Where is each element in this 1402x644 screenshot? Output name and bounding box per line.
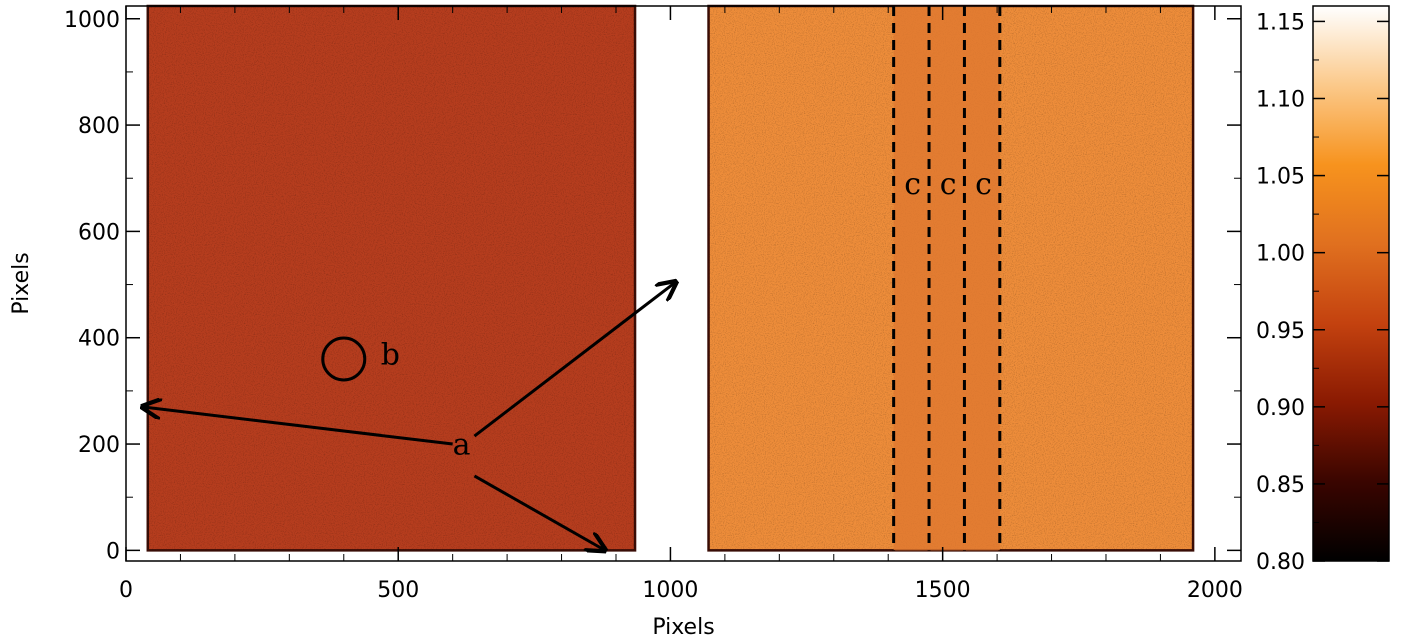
y-tick-label-5: 1000 bbox=[64, 8, 120, 33]
panel-noise-1 bbox=[147, 6, 636, 551]
x-axis-ticks: 0 500 1000 1500 2000 bbox=[119, 6, 1243, 603]
x-axis-title: Pixels bbox=[652, 615, 714, 640]
colorbar-tick-label-7: 1.15 bbox=[1256, 10, 1305, 35]
y-tick-label-4: 800 bbox=[78, 114, 120, 139]
x-tick-label-4: 2000 bbox=[1187, 578, 1243, 603]
x-tick-label-0: 0 bbox=[119, 578, 133, 603]
image-panels bbox=[146, 4, 1195, 552]
y-tick-label-0: 0 bbox=[106, 539, 120, 564]
circle-b bbox=[321, 336, 367, 382]
label-b: b bbox=[381, 337, 400, 372]
colorbar-ticks: 0.80 0.85 0.90 0.95 1.00 1.05 1.10 1.15 bbox=[1256, 10, 1389, 575]
colorbar-tick-label-2: 0.90 bbox=[1256, 396, 1305, 421]
colorbar-tick-label-0: 0.80 bbox=[1256, 550, 1305, 575]
arrow-3 bbox=[473, 474, 605, 550]
y-tick-label-1: 200 bbox=[78, 433, 120, 458]
colorbar-tick-label-6: 1.10 bbox=[1256, 88, 1305, 113]
label-a: a bbox=[453, 428, 471, 463]
x-tick-label-2: 1000 bbox=[642, 578, 698, 603]
arrow-2 bbox=[473, 282, 675, 438]
plot-frame bbox=[125, 5, 1242, 562]
x-tick-label-1: 500 bbox=[377, 578, 419, 603]
dark-stripe-region bbox=[893, 6, 1000, 551]
y-axis-ticks: 0 200 400 600 800 1000 bbox=[64, 8, 1241, 564]
label-c-3: c bbox=[975, 167, 992, 202]
y-axis-title: Pixels bbox=[9, 252, 34, 314]
label-c-2: c bbox=[940, 167, 957, 202]
colorbar-tick-label-4: 1.00 bbox=[1256, 242, 1305, 267]
label-c-1: c bbox=[904, 167, 921, 202]
colorbar-tick-label-5: 1.05 bbox=[1256, 165, 1305, 190]
dark-stripe bbox=[893, 6, 1000, 551]
colorbar-tick-label-3: 0.95 bbox=[1256, 319, 1305, 344]
annotations: abc c c bbox=[142, 167, 992, 550]
dashed-lines bbox=[892, 6, 1002, 551]
colorbar bbox=[1312, 5, 1390, 562]
colorbar-tick-label-1: 0.85 bbox=[1256, 473, 1305, 498]
y-tick-label-3: 600 bbox=[78, 220, 120, 245]
x-tick-label-3: 1500 bbox=[915, 578, 971, 603]
arrow-1 bbox=[142, 407, 453, 446]
y-tick-label-2: 400 bbox=[78, 327, 120, 352]
